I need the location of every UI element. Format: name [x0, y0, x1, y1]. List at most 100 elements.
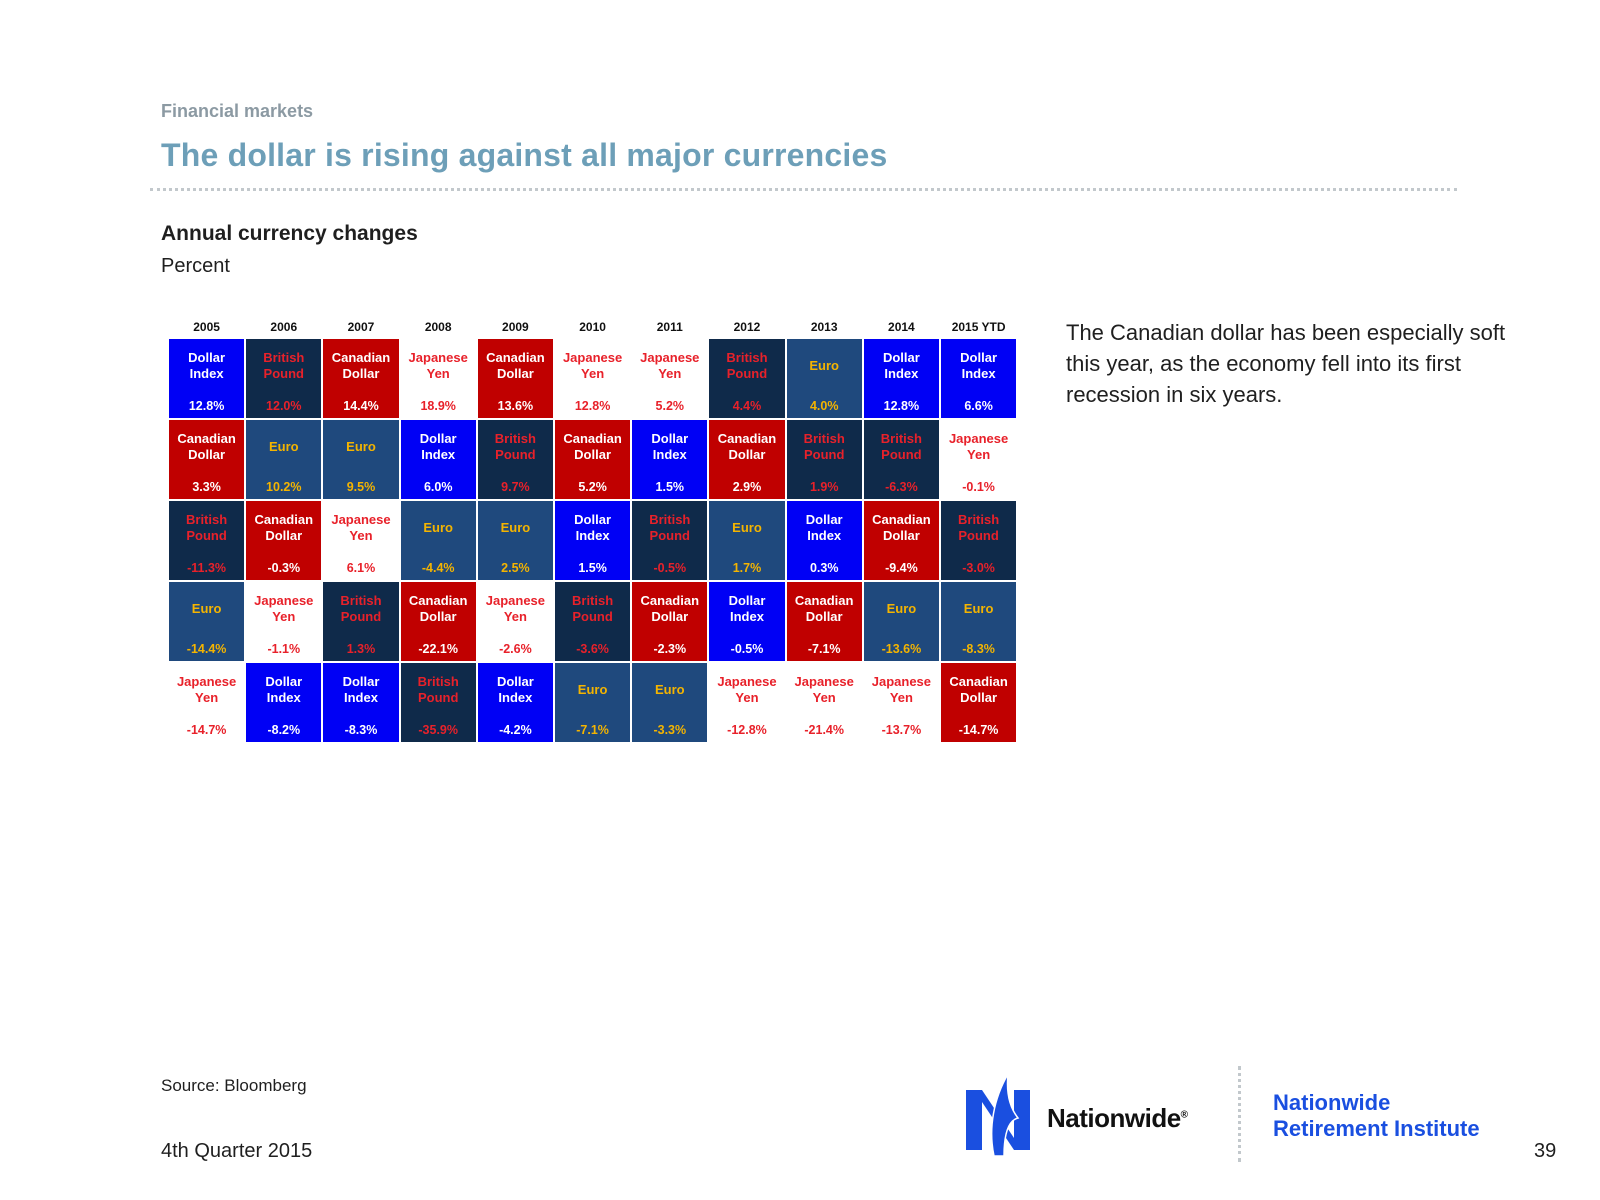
institute-line-2: Retirement Institute [1273, 1116, 1480, 1141]
currency-name: Canadian Dollar [331, 350, 391, 381]
currency-name: Japanese Yen [871, 674, 932, 705]
cell-2013-rank-1: Euro 4.0% [785, 338, 863, 419]
cell-2015-ytd-rank-1: Dollar Index 6.6% [940, 338, 1018, 419]
change-value: -2.3% [653, 642, 687, 656]
change-value: -14.7% [958, 723, 999, 737]
currency-name: Euro [268, 439, 299, 454]
cell-2006-rank-2: Euro 10.2% [245, 419, 323, 500]
currency-name: Japanese Yen [948, 431, 1009, 462]
cell-2007-rank-3: Japanese Yen 6.1% [322, 500, 400, 581]
cell-2014-rank-4: Euro -13.6% [862, 581, 940, 662]
currency-name: Dollar Index [496, 674, 534, 705]
cell-2010-rank-3: Dollar Index 1.5% [554, 500, 632, 581]
change-value: 18.9% [420, 399, 456, 413]
change-value: 3.3% [192, 480, 221, 494]
institute-name: Nationwide Retirement Institute [1273, 1090, 1480, 1142]
change-value: -35.9% [418, 723, 458, 737]
cell-2005-rank-5: Japanese Yen -14.7% [168, 662, 246, 743]
cell-2008-rank-4: Canadian Dollar -22.1% [399, 581, 477, 662]
cell-2012-rank-3: Euro 1.7% [708, 500, 786, 581]
year-label-2007: 2007 [347, 320, 375, 334]
change-value: -3.6% [576, 642, 609, 656]
currency-name: Canadian Dollar [872, 512, 931, 543]
year-label-2008: 2008 [424, 320, 452, 334]
currency-name: Canadian Dollar [177, 431, 236, 462]
cell-2010-rank-5: Euro -7.1% [554, 662, 632, 743]
change-value: -0.3% [267, 561, 301, 575]
currency-name: Euro [191, 601, 222, 616]
currency-name: Dollar Index [651, 431, 689, 462]
change-value: -6.3% [885, 480, 918, 494]
cell-2012-rank-5: Japanese Yen -12.8% [708, 662, 786, 743]
cell-2007-rank-4: British Pound 1.3% [322, 581, 400, 662]
currency-name: Canadian Dollar [408, 593, 468, 624]
change-value: -4.2% [499, 723, 532, 737]
currency-name: Japanese Yen [562, 350, 623, 381]
year-label-2014: 2014 [888, 320, 915, 334]
year-label-2013: 2013 [810, 320, 838, 334]
source-note: Source: Bloomberg [161, 1076, 307, 1095]
change-value: -3.0% [962, 561, 995, 575]
change-value: 14.4% [343, 399, 379, 413]
cell-2010-rank-4: British Pound -3.6% [554, 581, 632, 662]
change-value: -7.1% [576, 723, 609, 737]
year-label-2010: 2010 [579, 320, 606, 334]
change-value: -11.3% [187, 561, 227, 575]
cell-2012-rank-4: Dollar Index -0.5% [708, 581, 786, 662]
quarter-label: 4th Quarter 2015 [161, 1140, 313, 1162]
cell-2015-ytd-rank-2: Japanese Yen -0.1% [940, 419, 1018, 500]
currency-name: Euro [577, 682, 608, 697]
change-value: -8.2% [267, 723, 301, 737]
currency-name: Dollar Index [265, 674, 303, 705]
change-value: 9.5% [346, 480, 376, 494]
currency-name: Dollar Index [728, 593, 766, 624]
cell-2005-rank-2: Canadian Dollar 3.3% [168, 419, 246, 500]
cell-2013-rank-2: British Pound 1.9% [785, 419, 863, 500]
chart-unit-label: Percent [161, 255, 230, 277]
change-value: -14.4% [186, 642, 227, 656]
cell-2007-rank-2: Euro 9.5% [322, 419, 400, 500]
currency-name: Japanese Yen [794, 674, 854, 705]
cell-2008-rank-1: Japanese Yen 18.9% [399, 338, 477, 419]
currency-name: Dollar Index [960, 350, 998, 381]
cell-2009-rank-2: British Pound 9.7% [476, 419, 554, 500]
cell-2014-rank-2: British Pound -6.3% [862, 419, 940, 500]
change-value: 12.0% [266, 399, 302, 413]
cell-2008-rank-2: Dollar Index 6.0% [399, 419, 477, 500]
change-value: 13.6% [497, 399, 534, 413]
change-value: 1.9% [809, 480, 839, 494]
currency-name: Dollar Index [574, 512, 612, 543]
cell-2005-rank-1: Dollar Index 12.8% [168, 338, 246, 419]
currency-name: British Pound [417, 674, 459, 705]
currency-name: Dollar Index [342, 674, 380, 705]
change-value: 12.8% [883, 399, 920, 413]
currency-name: Dollar Index [882, 350, 920, 381]
currency-name: British Pound [494, 431, 536, 462]
change-value: 2.9% [732, 480, 762, 494]
change-value: 10.2% [266, 480, 302, 494]
year-label-2006: 2006 [270, 320, 298, 334]
change-value: 5.2% [578, 480, 607, 494]
year-label-2011: 2011 [656, 320, 683, 334]
cell-2005-rank-3: British Pound -11.3% [168, 500, 246, 581]
cell-2010-rank-1: Japanese Yen 12.8% [554, 338, 632, 419]
change-value: 1.3% [346, 642, 376, 656]
currency-name: Japanese Yen [640, 350, 700, 381]
currency-name: British Pound [340, 593, 382, 624]
cell-2011-rank-2: Dollar Index 1.5% [631, 419, 709, 500]
change-value: 9.7% [501, 480, 530, 494]
cell-2005-rank-4: Euro -14.4% [168, 581, 246, 662]
change-value: -0.5% [653, 561, 687, 575]
currency-name: Canadian Dollar [254, 512, 314, 543]
brand-wordmark: Nationwide® [1047, 1103, 1188, 1134]
currency-name: Canadian Dollar [486, 350, 545, 381]
change-value: 4.0% [809, 399, 839, 413]
change-value: 4.4% [732, 399, 762, 413]
cell-2011-rank-3: British Pound -0.5% [631, 500, 709, 581]
cell-2009-rank-1: Canadian Dollar 13.6% [476, 338, 554, 419]
currency-name: Euro [500, 520, 531, 535]
change-value: 12.8% [574, 399, 611, 413]
currency-name: Canadian Dollar [640, 593, 700, 624]
cell-2009-rank-5: Dollar Index -4.2% [476, 662, 554, 743]
change-value: 0.3% [809, 561, 839, 575]
